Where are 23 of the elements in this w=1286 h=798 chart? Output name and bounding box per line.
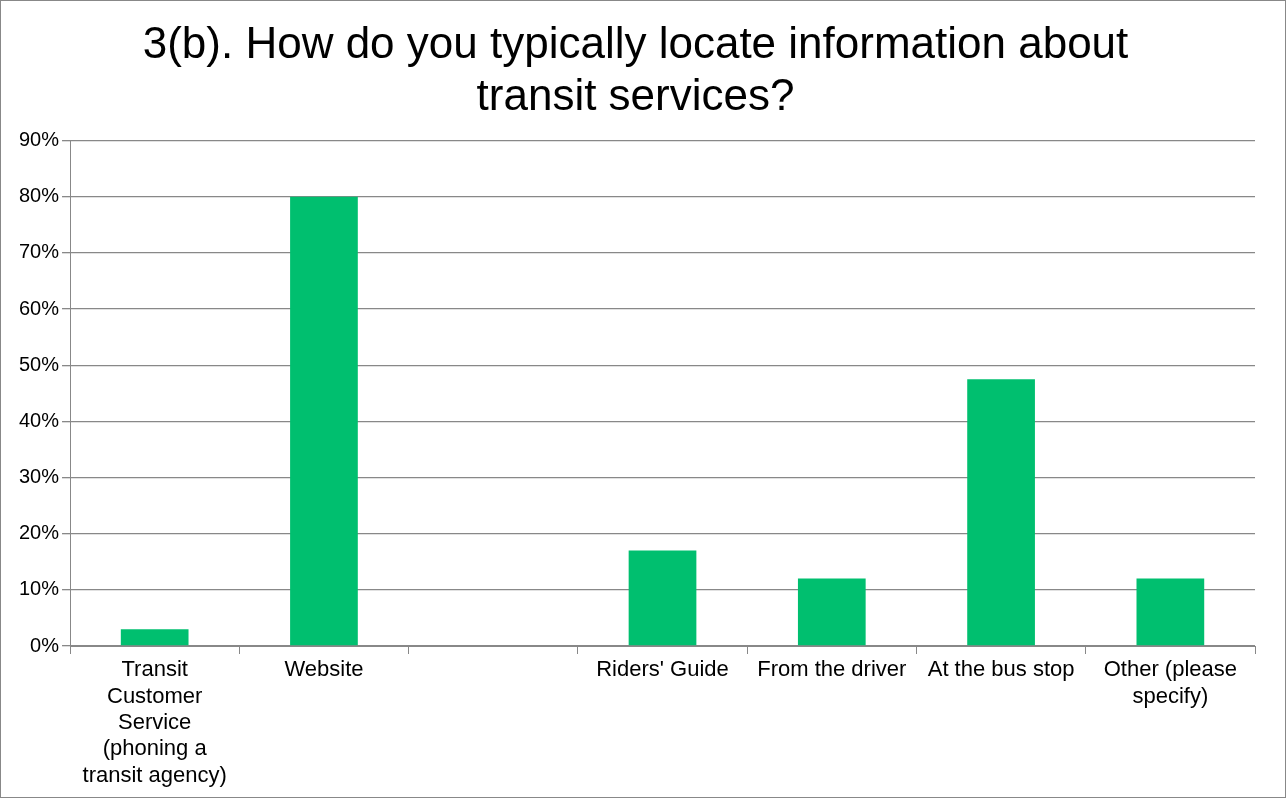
bar (120, 629, 189, 646)
y-tick-label: 90% (19, 128, 60, 151)
x-tick-label: At the bus stop (927, 656, 1075, 682)
y-tick-label: 0% (30, 633, 60, 656)
y-tick-label: 60% (19, 296, 60, 319)
x-tick-label: Website (284, 656, 364, 682)
bar (1136, 578, 1205, 646)
x-tick-label: From the driver (757, 656, 907, 682)
y-tick-label: 50% (19, 352, 60, 375)
y-tick-label: 70% (19, 240, 60, 263)
y-tick-label: 30% (19, 465, 60, 488)
chart-title: 3(b). How do you typically locate information about transit services? (142, 17, 1129, 120)
y-tick-label: 40% (19, 408, 60, 431)
bar (797, 578, 866, 646)
x-tick-label: Riders' Guide (596, 656, 729, 682)
x-tick-label: Transit Customer Service (phoning a transit agency) (82, 656, 227, 787)
y-tick-label: 10% (19, 577, 60, 600)
bar (628, 550, 697, 646)
bar (290, 196, 358, 646)
bar (967, 379, 1035, 646)
y-tick-label: 20% (19, 521, 60, 544)
x-tick-label: Other (please specify) (1103, 656, 1238, 708)
y-tick-label: 80% (19, 184, 60, 207)
